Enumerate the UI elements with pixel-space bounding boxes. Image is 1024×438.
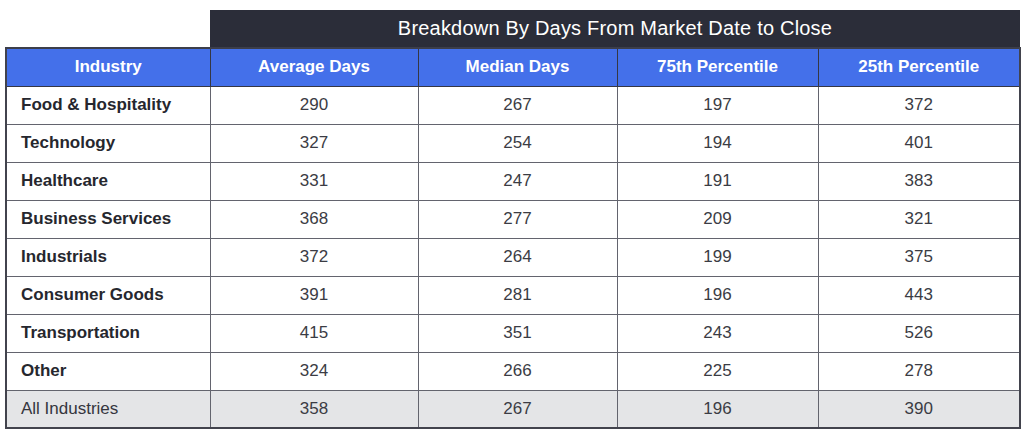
value-cell: 526 — [818, 314, 1020, 352]
value-cell: 196 — [617, 276, 818, 314]
industry-cell: Industrials — [6, 238, 210, 276]
industry-cell: Consumer Goods — [6, 276, 210, 314]
column-header-25th-percentile: 25th Percentile — [818, 48, 1020, 86]
column-header-row: Industry Average Days Median Days 75th P… — [6, 48, 1020, 86]
column-header-industry: Industry — [6, 48, 210, 86]
column-header-average-days: Average Days — [210, 48, 418, 86]
value-cell: 277 — [418, 200, 617, 238]
industry-cell: Food & Hospitality — [6, 86, 210, 124]
value-cell: 267 — [418, 86, 617, 124]
value-cell: 278 — [818, 352, 1020, 390]
table-row: Consumer Goods 391 281 196 443 — [6, 276, 1020, 314]
industry-cell: Healthcare — [6, 162, 210, 200]
value-cell: 375 — [818, 238, 1020, 276]
value-cell: 401 — [818, 124, 1020, 162]
table-graphic: Breakdown By Days From Market Date to Cl… — [0, 0, 1024, 438]
value-cell: 390 — [818, 390, 1020, 428]
title-banner-row: Breakdown By Days From Market Date to Cl… — [6, 10, 1020, 48]
column-header-75th-percentile: 75th Percentile — [617, 48, 818, 86]
value-cell: 247 — [418, 162, 617, 200]
value-cell: 266 — [418, 352, 617, 390]
value-cell: 324 — [210, 352, 418, 390]
table-row: Healthcare 331 247 191 383 — [6, 162, 1020, 200]
column-header-median-days: Median Days — [418, 48, 617, 86]
value-cell: 243 — [617, 314, 818, 352]
days-breakdown-table: Breakdown By Days From Market Date to Cl… — [5, 10, 1021, 429]
value-cell: 209 — [617, 200, 818, 238]
value-cell: 225 — [617, 352, 818, 390]
value-cell: 264 — [418, 238, 617, 276]
value-cell: 358 — [210, 390, 418, 428]
value-cell: 368 — [210, 200, 418, 238]
value-cell: 372 — [210, 238, 418, 276]
value-cell: 372 — [818, 86, 1020, 124]
table-row: Technology 327 254 194 401 — [6, 124, 1020, 162]
table-row: Industrials 372 264 199 375 — [6, 238, 1020, 276]
value-cell: 327 — [210, 124, 418, 162]
value-cell: 321 — [818, 200, 1020, 238]
value-cell: 415 — [210, 314, 418, 352]
industry-cell: Technology — [6, 124, 210, 162]
table-title: Breakdown By Days From Market Date to Cl… — [210, 10, 1020, 48]
value-cell: 197 — [617, 86, 818, 124]
value-cell: 443 — [818, 276, 1020, 314]
table-row: Other 324 266 225 278 — [6, 352, 1020, 390]
value-cell: 383 — [818, 162, 1020, 200]
value-cell: 191 — [617, 162, 818, 200]
value-cell: 290 — [210, 86, 418, 124]
value-cell: 194 — [617, 124, 818, 162]
value-cell: 267 — [418, 390, 617, 428]
industry-cell: Business Services — [6, 200, 210, 238]
table-row: Business Services 368 277 209 321 — [6, 200, 1020, 238]
industry-cell: Other — [6, 352, 210, 390]
banner-spacer — [6, 10, 210, 48]
summary-row: All Industries 358 267 196 390 — [6, 390, 1020, 428]
value-cell: 281 — [418, 276, 617, 314]
value-cell: 199 — [617, 238, 818, 276]
value-cell: 391 — [210, 276, 418, 314]
value-cell: 196 — [617, 390, 818, 428]
industry-cell: All Industries — [6, 390, 210, 428]
value-cell: 351 — [418, 314, 617, 352]
industry-cell: Transportation — [6, 314, 210, 352]
value-cell: 254 — [418, 124, 617, 162]
table-row: Food & Hospitality 290 267 197 372 — [6, 86, 1020, 124]
value-cell: 331 — [210, 162, 418, 200]
table-row: Transportation 415 351 243 526 — [6, 314, 1020, 352]
